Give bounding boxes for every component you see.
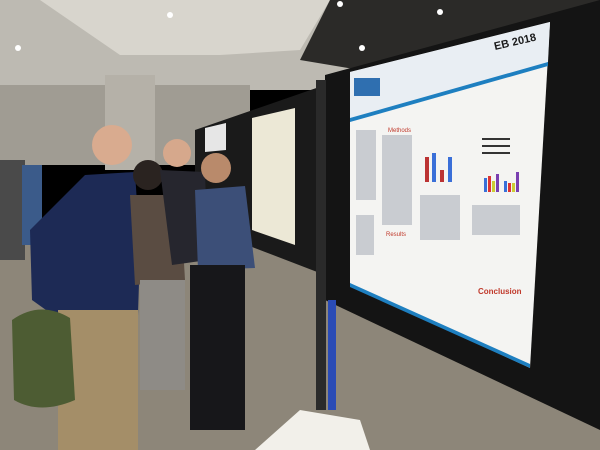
university-logo <box>354 78 380 96</box>
older-man-head <box>163 139 191 167</box>
checked-shirt-man-head <box>201 153 231 183</box>
board-post <box>316 80 326 410</box>
small-poster <box>205 123 226 152</box>
checked-shirt <box>195 186 255 270</box>
blue-stanchion <box>328 300 336 410</box>
poster-header-stripe <box>350 62 548 122</box>
poster-text-columns <box>356 130 520 255</box>
bald-man-head <box>92 125 132 165</box>
conclusion-heading: Conclusion <box>478 287 522 296</box>
poster-bar-chart <box>425 153 452 182</box>
poster-bottom-stripe <box>350 283 530 368</box>
bald-man-sweater <box>30 172 140 320</box>
shoulder-bag <box>12 309 75 408</box>
ceiling-light <box>15 45 21 51</box>
checked-shirt-man-trousers <box>190 265 245 430</box>
ceiling-light <box>167 12 173 18</box>
ceiling-panel <box>40 0 330 55</box>
woman-trousers <box>140 280 185 390</box>
western-blot <box>482 138 510 154</box>
ceiling-light <box>337 1 343 7</box>
small-poster <box>252 108 295 245</box>
methods-heading: Methods <box>388 128 411 134</box>
results-heading: Results <box>386 232 406 238</box>
foreground-papers <box>255 410 370 450</box>
ceiling-dark <box>300 0 600 70</box>
ceiling-light <box>437 9 443 15</box>
poster-grouped-chart <box>484 172 519 192</box>
woman-head <box>133 160 163 190</box>
background-person <box>0 160 25 260</box>
ceiling-light <box>359 45 365 51</box>
poster-header <box>350 22 550 118</box>
